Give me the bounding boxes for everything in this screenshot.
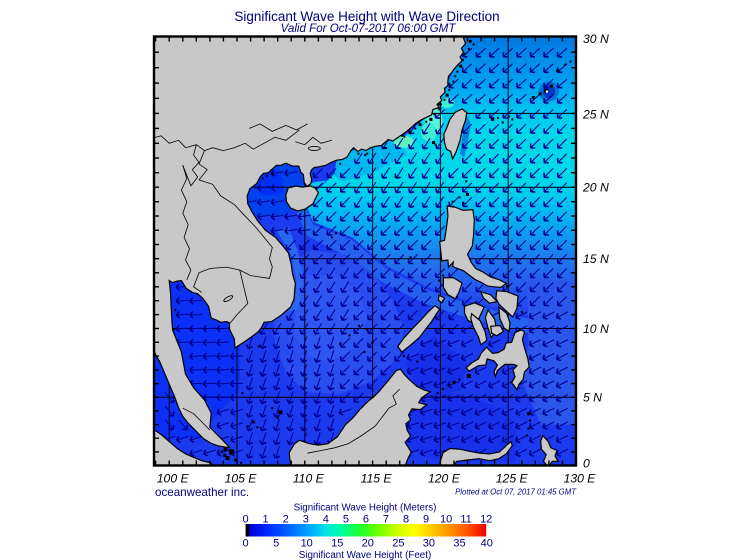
- svg-text:0: 0: [243, 538, 249, 550]
- svg-text:9: 9: [423, 514, 429, 526]
- svg-text:1: 1: [263, 514, 269, 526]
- svg-text:25: 25: [392, 538, 404, 550]
- svg-text:10: 10: [440, 514, 452, 526]
- svg-text:2: 2: [283, 514, 289, 526]
- svg-text:110 E: 110 E: [293, 472, 325, 486]
- svg-text:15: 15: [331, 538, 343, 550]
- svg-text:6: 6: [363, 514, 369, 526]
- svg-text:30: 30: [423, 538, 435, 550]
- svg-text:5 N: 5 N: [583, 391, 602, 405]
- svg-text:120 E: 120 E: [428, 472, 461, 486]
- svg-text:130 E: 130 E: [564, 472, 597, 486]
- svg-text:3: 3: [303, 514, 309, 526]
- svg-text:Significant Wave Height (Feet): Significant Wave Height (Feet): [299, 550, 432, 560]
- svg-text:oceanweather inc.: oceanweather inc.: [155, 486, 249, 499]
- svg-text:Plotted at Oct 07, 2017 01:45: Plotted at Oct 07, 2017 01:45 GMT: [455, 488, 577, 497]
- svg-text:8: 8: [403, 514, 409, 526]
- svg-text:25 N: 25 N: [582, 108, 609, 122]
- svg-text:125 E: 125 E: [496, 472, 529, 486]
- svg-text:115 E: 115 E: [361, 472, 393, 486]
- svg-text:5: 5: [343, 514, 349, 526]
- svg-text:10: 10: [301, 538, 313, 550]
- svg-text:11: 11: [460, 514, 471, 526]
- svg-text:15 N: 15 N: [583, 252, 609, 266]
- svg-text:20: 20: [362, 538, 374, 550]
- svg-text:40: 40: [481, 538, 493, 550]
- svg-text:Significant Wave Height with W: Significant Wave Height with Wave Direct…: [234, 9, 499, 24]
- svg-text:20 N: 20 N: [582, 181, 609, 195]
- svg-text:0: 0: [243, 514, 249, 526]
- svg-text:105 E: 105 E: [225, 472, 258, 486]
- svg-text:30 N: 30 N: [583, 32, 609, 46]
- svg-text:0: 0: [583, 457, 590, 471]
- svg-text:Significant Wave Height (Meter: Significant Wave Height (Meters): [294, 503, 437, 514]
- svg-text:Valid For Oct-07-2017 06:00 GM: Valid For Oct-07-2017 06:00 GMT: [281, 22, 457, 35]
- svg-text:35: 35: [453, 538, 465, 550]
- svg-text:5: 5: [273, 538, 279, 550]
- svg-text:7: 7: [383, 514, 389, 526]
- svg-text:10 N: 10 N: [583, 322, 609, 336]
- svg-text:4: 4: [323, 514, 329, 526]
- svg-text:12: 12: [480, 514, 492, 526]
- svg-text:100 E: 100 E: [157, 472, 190, 486]
